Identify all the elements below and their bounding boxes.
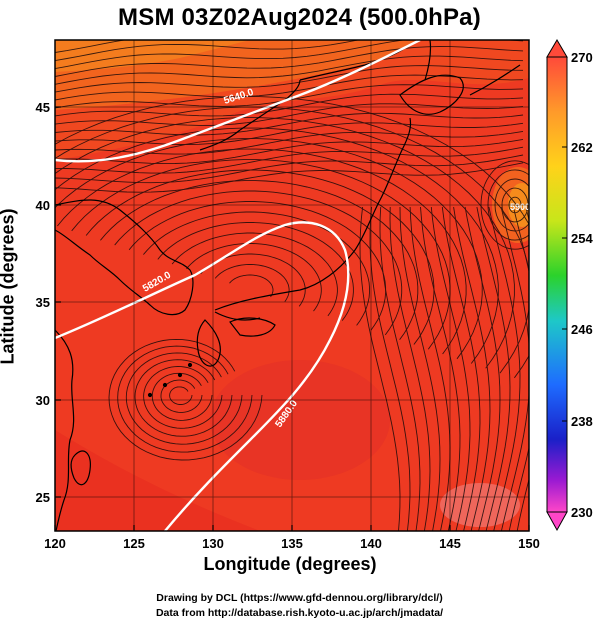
streamline (359, 206, 401, 531)
streamline (117, 345, 253, 453)
streamline (134, 359, 233, 437)
streamline (441, 206, 481, 531)
streamline (55, 146, 524, 174)
streamline (508, 206, 529, 531)
y-axis-label: Latitude (degrees) (0, 208, 18, 365)
streamline (55, 127, 499, 364)
x-tick-130: 130 (202, 536, 224, 551)
streamline (464, 206, 501, 531)
streamline (55, 154, 524, 184)
footer-credit-drawing: Drawing by DCL (https://www.gfd-dennou.o… (156, 592, 443, 604)
streamline (55, 46, 524, 77)
streamline (488, 206, 521, 531)
streamline (55, 117, 515, 369)
streamline (151, 372, 213, 421)
streamline (114, 190, 403, 336)
streamline (55, 93, 524, 117)
colorbar-lower-arrow (546, 511, 568, 532)
x-tick-140: 140 (360, 536, 382, 551)
streamline (55, 65, 524, 93)
streamline (55, 74, 524, 101)
streamline (55, 106, 529, 374)
x-axis-label: Longitude (degrees) (203, 554, 377, 574)
colorbar: 270 262 254 246 238 230 (546, 39, 593, 532)
gridlines (55, 40, 529, 531)
y-tick-30: 30 (36, 393, 50, 408)
streamline (169, 386, 193, 405)
streamline (420, 206, 461, 531)
streamline (55, 40, 524, 70)
streamline (57, 148, 467, 355)
streamline (55, 112, 524, 136)
streamline (100, 180, 419, 340)
contour-5640 (55, 40, 421, 163)
streamline (55, 55, 524, 85)
streamline (128, 201, 387, 331)
streamline (125, 352, 243, 445)
x-tick-150: 150 (518, 536, 540, 551)
streamline (157, 222, 354, 321)
x-tick-labels: 120 125 130 135 140 145 150 (44, 536, 540, 551)
streamline (409, 206, 451, 531)
y-tick-labels: 25 30 35 40 45 (36, 100, 50, 505)
streamline (399, 206, 441, 531)
colorbar-tick-246: 246 (571, 322, 593, 337)
streamline (476, 206, 511, 531)
y-tick-40: 40 (36, 198, 50, 213)
streamline (453, 206, 491, 531)
map-plot: 5640.0 5820.0 5880.0 5900.0 120 125 130 … (36, 39, 593, 551)
streamline (214, 264, 290, 302)
streamline (143, 366, 223, 429)
y-tick-45: 45 (36, 100, 50, 115)
streamline (186, 243, 322, 312)
tick-marks (54, 106, 530, 531)
figure-title: MSM 03Z02Aug2024 (500.0hPa) (118, 4, 481, 31)
colorbar-tick-230: 230 (571, 505, 593, 520)
x-tick-145: 145 (439, 536, 461, 551)
x-tick-125: 125 (123, 536, 145, 551)
colorbar-scale (546, 56, 568, 513)
contour-label-5900: 5900.0 (510, 202, 538, 212)
y-tick-35: 35 (36, 295, 50, 310)
contour-5820 (55, 221, 350, 531)
streamline (55, 138, 524, 165)
x-tick-120: 120 (44, 536, 66, 551)
streamline (143, 211, 370, 326)
x-tick-135: 135 (281, 536, 303, 551)
streamline (55, 130, 524, 155)
colorbar-tick-262: 262 (571, 140, 593, 155)
streamline (500, 206, 529, 531)
streamline (108, 338, 263, 461)
footer-credit-data: Data from http://database.rish.kyoto-u.a… (155, 607, 444, 619)
streamline (55, 122, 524, 145)
streamline (85, 169, 435, 345)
streamline (389, 206, 431, 531)
streamline (55, 162, 524, 193)
colorbar-tick-270: 270 (571, 50, 593, 65)
streamline (229, 274, 274, 298)
streamline (55, 96, 529, 379)
colorbar-upper-arrow (546, 39, 568, 58)
streamline (171, 232, 338, 317)
streamline (430, 206, 471, 531)
streamline (379, 206, 421, 531)
colorbar-tick-254: 254 (571, 231, 593, 246)
streamline (55, 40, 361, 62)
height-contours (55, 40, 421, 531)
streamline (160, 379, 203, 413)
y-tick-25: 25 (36, 490, 50, 505)
colorbar-tick-238: 238 (571, 414, 593, 429)
